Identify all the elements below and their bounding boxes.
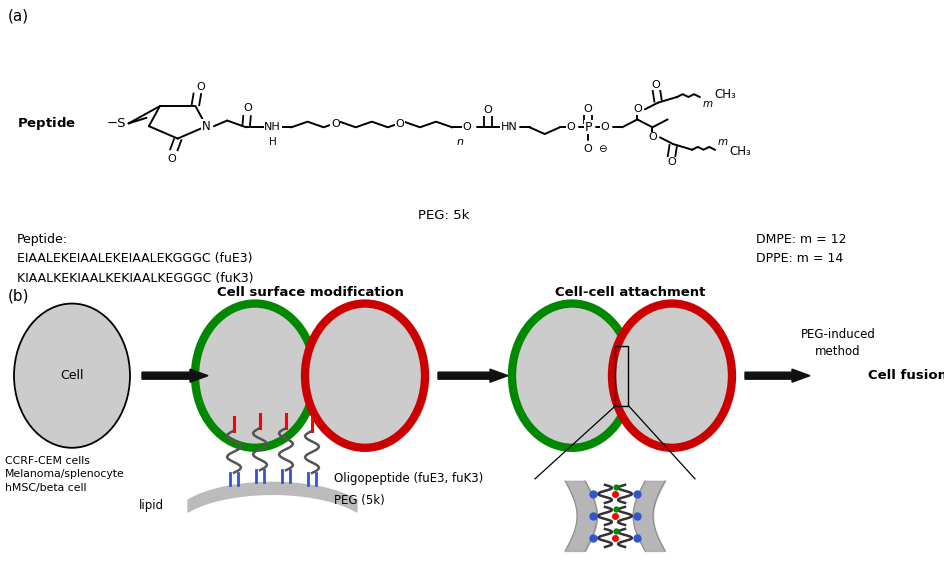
Text: CH₃: CH₃ [728, 145, 750, 158]
Ellipse shape [305, 304, 425, 448]
Text: O: O [196, 82, 205, 92]
Text: EIAALEKEIAALEKEIAALEKGGGC (fuE3): EIAALEKEIAALEKEIAALEKGGGC (fuE3) [17, 252, 252, 265]
Text: (a): (a) [8, 8, 28, 24]
Text: O: O [566, 122, 575, 132]
Ellipse shape [14, 304, 130, 448]
Text: Cell-cell attachment: Cell-cell attachment [554, 286, 704, 298]
Text: Cell fusion: Cell fusion [868, 369, 944, 382]
Text: O: O [583, 104, 592, 114]
Text: lipid: lipid [139, 499, 164, 512]
Text: O: O [651, 80, 660, 90]
Text: P: P [583, 121, 591, 134]
Text: H: H [268, 137, 277, 148]
Text: PEG (5k): PEG (5k) [333, 494, 384, 507]
Text: Peptide:: Peptide: [17, 233, 68, 246]
Text: O: O [583, 144, 592, 154]
Text: O: O [648, 132, 656, 142]
Ellipse shape [612, 304, 732, 448]
Text: O: O [463, 122, 471, 132]
Text: O: O [666, 157, 675, 167]
Text: CCRF-CEM cells
Melanoma/splenocyte
hMSC/beta cell: CCRF-CEM cells Melanoma/splenocyte hMSC/… [5, 456, 125, 493]
Text: O: O [395, 119, 404, 130]
FancyArrow shape [142, 369, 208, 382]
FancyArrow shape [744, 369, 809, 382]
Text: Cell: Cell [60, 369, 84, 382]
Text: ⊖: ⊖ [597, 144, 606, 154]
Text: m: m [716, 137, 727, 148]
Text: n: n [456, 137, 464, 148]
Text: Cell surface modification: Cell surface modification [216, 286, 403, 298]
Text: $\mathbf{Peptide}$: $\mathbf{Peptide}$ [17, 115, 76, 132]
Text: N: N [202, 119, 211, 132]
Text: HN: HN [500, 122, 516, 132]
Text: Oligopeptide (fuE3, fuK3): Oligopeptide (fuE3, fuK3) [333, 472, 482, 485]
Text: m: m [701, 99, 712, 109]
Text: O: O [600, 122, 609, 132]
Text: (b): (b) [8, 288, 29, 304]
Text: PEG: 5k: PEG: 5k [418, 209, 469, 223]
Text: O: O [244, 103, 252, 113]
Text: −S: −S [107, 117, 126, 130]
Bar [615, 346, 628, 406]
Text: NH: NH [264, 122, 280, 132]
Ellipse shape [194, 304, 314, 448]
Text: KIAALKEKIAALKEKIAALKEGGGC (fuK3): KIAALKEKIAALKEKIAALKEGGGC (fuK3) [17, 272, 253, 285]
Text: DMPE: m = 12: DMPE: m = 12 [755, 233, 846, 246]
Text: CH₃: CH₃ [713, 88, 734, 101]
Text: DPPE: m = 14: DPPE: m = 14 [755, 252, 842, 265]
Text: O: O [330, 119, 340, 130]
Text: O: O [632, 104, 641, 114]
FancyArrow shape [437, 369, 508, 382]
Text: O: O [483, 105, 492, 116]
Text: PEG-induced
method: PEG-induced method [800, 328, 874, 357]
Ellipse shape [512, 304, 632, 448]
Text: O: O [167, 154, 177, 164]
